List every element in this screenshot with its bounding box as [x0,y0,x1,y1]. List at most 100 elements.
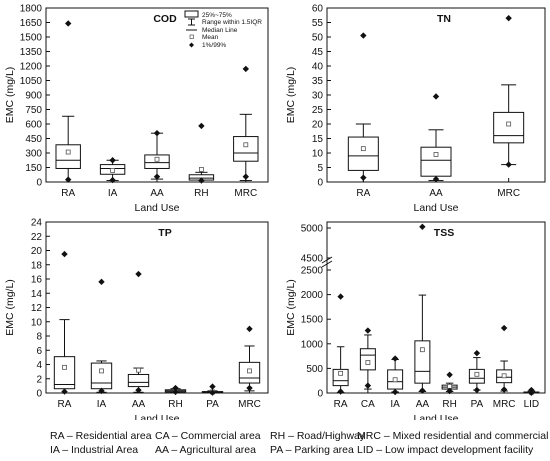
y-tick-label: 40 [312,62,324,73]
p99-marker [446,371,453,378]
x-tick-label: AA [132,399,146,410]
mean-marker [365,360,371,365]
x-tick-label: MRC [234,188,257,199]
p99-marker [242,65,249,73]
x-axis-title: Land Use [414,202,459,214]
y-tick-label: 5000 [301,224,324,235]
p1-marker [135,386,142,394]
box-AA [420,93,452,183]
iqr-box [414,340,431,384]
iqr-box [127,373,150,388]
abbr-ca: CA – Commercial area [155,430,261,442]
legend-label: Median Line [202,27,238,34]
y-axis-title: EMC (mg/L) [285,67,297,124]
x-tick-label: MRC [497,188,520,199]
abbr-ia: IA – Industrial Area [50,444,139,456]
abbr-pa: PA – Parking area [270,444,354,456]
y-tick-label: 12 [31,303,43,314]
mean-marker [198,167,204,172]
mean-marker [136,367,141,373]
x-tick-label: RA [61,188,75,199]
x-tick-label: RH [442,399,456,410]
abbr-lid: LID – Low impact development facility [357,444,534,456]
p1-marker [172,388,179,396]
y-tick-label: 15 [312,134,324,145]
y-tick-label: 30 [312,91,324,102]
y-tick-label: 2000 [301,290,324,301]
mean-marker [419,347,425,353]
x-tick-label: PA [471,399,484,410]
panel-title: TSS [434,227,454,239]
p1-marker [337,388,344,395]
p1-marker [360,174,367,181]
y-tick-label: 0 [36,389,42,400]
p99-marker [61,250,68,258]
y-tick-label: 2 [36,374,42,385]
x-tick-label: AA [416,399,430,410]
p99-marker [109,157,116,164]
p99-marker [65,20,72,27]
x-tick-label: IA [97,399,107,410]
p1-marker [98,387,105,395]
p99-marker [505,14,512,22]
y-tick-label: 1000 [301,339,324,350]
p1-marker [61,388,68,395]
y-tick-label: 50 [312,33,324,44]
x-tick-label: MRC [493,399,516,410]
y-tick-label: 55 [312,18,324,29]
y-tick-label: 300 [25,149,42,160]
p1-marker [432,175,440,183]
mean-marker [65,149,71,155]
y-tick-label: 500 [306,364,323,375]
box-IA [90,278,113,395]
y-tick-label: 4500 [301,254,324,265]
plot-frame [45,221,269,394]
p1-marker [109,176,116,184]
box-RH [441,371,458,395]
y-tick-label: 0 [36,178,42,189]
box-IA [387,355,404,396]
y-axis-title: EMC (mg/L) [285,279,297,336]
y-tick-label: 22 [31,232,43,243]
p99-marker [198,122,205,130]
y-tick-label: 1500 [20,33,43,44]
box-MRC [496,324,513,393]
legend-label: Mean [202,34,219,41]
y-tick-label: 10 [312,149,324,160]
p99-marker [246,325,253,333]
mean-marker [338,370,344,376]
mean-marker [110,167,115,173]
box-AA [414,223,431,394]
y-tick-label: 1500 [301,315,324,326]
p1-marker [242,173,249,180]
y-tick-label: 0 [317,389,323,400]
mean-marker [99,368,104,374]
box-AA [127,270,150,394]
legend-label: 25%~75% [202,12,232,19]
box-MRC [238,325,261,392]
p1-marker [209,389,216,396]
p1-marker [391,388,399,396]
abbr-aa: AA – Agricultural area [155,444,256,456]
mean-marker [433,152,439,157]
panel-title: COD [153,13,177,25]
p99-marker [172,384,179,392]
p99-marker [337,293,344,300]
p1-marker [246,384,253,392]
legend-percentile-icon [189,42,194,48]
x-tick-label: IA [390,399,400,410]
y-tick-label: 45 [312,47,324,58]
x-axis-title: Land Use [414,413,459,420]
box-AA [144,129,170,180]
mean-marker [243,142,249,148]
iqr-box [493,111,525,144]
legend-mean-icon [189,34,194,39]
y-tick-label: 6 [36,346,42,357]
x-tick-label: PA [206,399,219,410]
legend-box-icon [184,10,199,18]
p99-marker [360,32,367,39]
box-IA [99,157,126,184]
x-tick-label: RH [194,188,208,199]
p99-marker [419,223,426,230]
panel-title: TP [158,227,171,239]
